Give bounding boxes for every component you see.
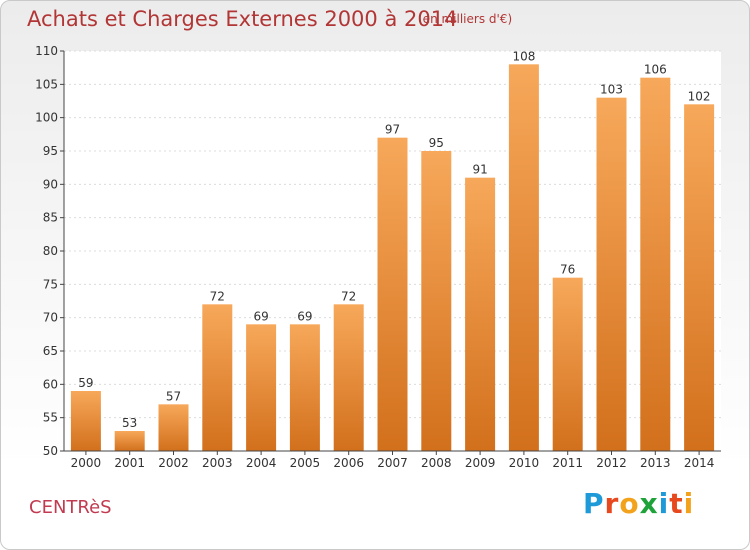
data-label: 97 [385,123,400,137]
data-label: 69 [253,309,268,323]
y-tick-label: 105 [35,77,58,91]
x-tick-label: 2007 [377,456,408,470]
data-label: 106 [644,63,667,77]
data-label: 91 [472,163,487,177]
logo-letter: t [669,487,684,520]
proxiti-logo: Proxiti [583,487,694,520]
logo-letter: P [583,487,605,520]
bar [508,64,539,452]
x-tick-label: 2001 [114,456,145,470]
x-tick-label: 2006 [333,456,364,470]
data-label: 95 [429,136,444,150]
x-tick-label: 2013 [640,456,671,470]
bar [640,77,671,452]
y-tick-label: 100 [35,111,58,125]
bar [596,97,627,452]
x-tick-label: 2008 [421,456,452,470]
data-label: 72 [210,289,225,303]
bar [70,391,101,451]
data-label: 57 [166,389,181,403]
y-tick-label: 70 [43,311,58,325]
bar [465,177,496,451]
data-label: 59 [78,376,93,390]
bar [158,404,189,451]
bar [421,151,452,451]
y-tick-label: 85 [43,211,58,225]
chart-title: Achats et Charges Externes 2000 à 2014 [27,7,458,31]
bar [552,277,583,451]
y-tick-label: 55 [43,411,58,425]
x-tick-label: 2011 [552,456,583,470]
y-tick-label: 50 [43,444,58,458]
chart-unit: (en milliers d'€) [418,12,513,26]
bar [202,304,233,451]
y-tick-label: 80 [43,244,58,258]
y-tick-label: 95 [43,144,58,158]
commune-name: CENTRèS [29,497,112,518]
y-tick-label: 90 [43,177,58,191]
x-tick-label: 2010 [509,456,540,470]
logo-letter: i [683,487,695,520]
data-label: 76 [560,263,575,277]
data-label: 103 [600,83,623,97]
x-tick-label: 2003 [202,456,233,470]
x-tick-label: 2002 [158,456,189,470]
x-tick-label: 2004 [246,456,277,470]
data-label: 72 [341,289,356,303]
data-label: 53 [122,416,137,430]
x-tick-label: 2012 [596,456,627,470]
y-tick-label: 75 [43,277,58,291]
logo-letter: o [619,487,640,520]
bar [377,137,408,451]
x-tick-label: 2005 [290,456,321,470]
logo-letter: x [639,487,659,520]
y-tick-label: 60 [43,377,58,391]
data-label: 108 [512,49,535,63]
bar [684,104,715,451]
data-label: 69 [297,309,312,323]
y-tick-label: 110 [35,44,58,58]
logo-letter: r [604,487,620,520]
logo-letter: i [658,487,670,520]
y-tick-label: 65 [43,344,58,358]
bar [333,304,364,451]
bar [246,324,277,451]
bar [114,431,145,451]
data-label: 102 [688,89,711,103]
x-tick-label: 2000 [71,456,102,470]
bar [289,324,320,451]
x-tick-label: 2014 [684,456,715,470]
x-tick-label: 2009 [465,456,496,470]
